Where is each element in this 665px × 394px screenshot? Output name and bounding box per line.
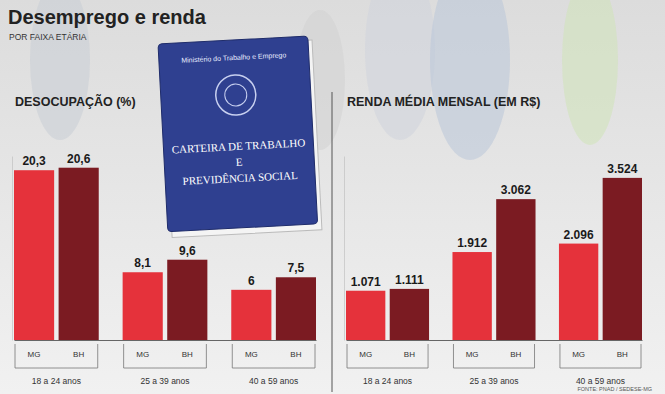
- bar: [390, 289, 429, 340]
- chart-title: RENDA MÉDIA MENSAL (EM R$): [347, 94, 540, 109]
- series-label: MG: [136, 350, 149, 359]
- category-label: 40 a 59 anos: [576, 376, 625, 386]
- data-label: 2.096: [564, 228, 594, 242]
- category-label: 18 a 24 anos: [32, 376, 81, 386]
- x-axis: [347, 340, 643, 341]
- bar: [559, 244, 598, 340]
- series-label: MG: [359, 350, 372, 359]
- divider: [332, 92, 333, 392]
- booklet-emblem: [215, 74, 257, 116]
- background-figure: [365, 0, 435, 140]
- series-label: MG: [466, 350, 479, 359]
- series-label: BH: [617, 350, 628, 359]
- series-label: MG: [245, 350, 258, 359]
- group-bracket: [560, 344, 641, 368]
- data-label: 8,1: [134, 256, 151, 270]
- bar: [452, 252, 491, 340]
- data-label: 1.071: [351, 275, 381, 289]
- y-axis-line: [12, 157, 13, 341]
- group-bracket: [347, 344, 428, 368]
- series-label: BH: [510, 350, 521, 359]
- bars: [14, 168, 316, 340]
- background-figure: [562, 0, 618, 145]
- y-axis: [12, 157, 13, 341]
- group-bracket: [15, 344, 98, 368]
- source: FONTE: PNAD / SEDESE-MG: [577, 386, 652, 392]
- data-label: 1.912: [457, 236, 487, 250]
- bars: [346, 178, 642, 340]
- data-label: 20,6: [67, 152, 91, 166]
- category-label: 25 a 39 anos: [469, 376, 518, 386]
- category-label: 18 a 24 anos: [363, 376, 412, 386]
- category-label: 40 a 59 anos: [249, 376, 298, 386]
- chart-panel: DESOCUPAÇÃO (%) 20,3 8,1 6 20,6 9,6 7,5 MG BH 18 …: [13, 94, 317, 386]
- booklet-cover: [158, 36, 318, 232]
- booklet-ministry: Ministério do Trabalho e Emprego: [181, 51, 286, 64]
- series-label: BH: [182, 350, 193, 359]
- booklet-title: E: [236, 156, 244, 168]
- data-label: 1.111: [395, 273, 424, 287]
- group-bracket: [124, 344, 207, 368]
- background-figure: [430, 0, 510, 160]
- series-label: MG: [572, 350, 585, 359]
- data-label: 9,6: [179, 244, 196, 258]
- booklet-title: CARTEIRA DE TRABALHO: [171, 136, 305, 155]
- subtitle: POR FAIXA ETÁRIA: [9, 32, 87, 42]
- x-axis: [15, 340, 317, 341]
- series-label: BH: [73, 350, 84, 359]
- data-label: 7,5: [288, 261, 305, 275]
- bar: [231, 290, 271, 340]
- y-axis: [344, 157, 345, 341]
- series-label: BH: [404, 350, 415, 359]
- bar: [496, 199, 535, 340]
- bar: [276, 277, 316, 340]
- x-axis-line: [347, 340, 643, 341]
- chart-title: DESOCUPAÇÃO (%): [15, 94, 136, 109]
- chart-panel: RENDA MÉDIA MENSAL (EM R$) 1.071 1.912 2.09…: [345, 94, 643, 386]
- booklet-emblem: [224, 83, 247, 106]
- infographic: Desemprego e renda POR FAIXA ETÁRIA Minist…: [0, 0, 665, 394]
- series-label: BH: [290, 350, 301, 359]
- data-label: 6: [248, 274, 255, 288]
- bar: [346, 291, 385, 340]
- bar: [59, 168, 99, 340]
- title: Desemprego e renda: [8, 6, 207, 28]
- bar: [603, 178, 642, 340]
- data-label: 3.524: [607, 162, 637, 176]
- y-axis-line: [344, 157, 345, 341]
- data-label: 20,3: [22, 154, 46, 168]
- group-bracket: [232, 344, 315, 368]
- bar: [14, 170, 54, 340]
- category-label: 25 a 39 anos: [140, 376, 189, 386]
- bar: [167, 260, 207, 340]
- group-bracket: [453, 344, 534, 368]
- data-label: 3.062: [501, 183, 531, 197]
- series-label: MG: [28, 350, 41, 359]
- x-axis-line: [15, 340, 317, 341]
- work-booklet: Ministério do Trabalho e Emprego CARTEIRA…: [158, 36, 322, 238]
- booklet-title: PREVIDÊNCIA SOCIAL: [182, 169, 298, 187]
- bar: [123, 272, 163, 340]
